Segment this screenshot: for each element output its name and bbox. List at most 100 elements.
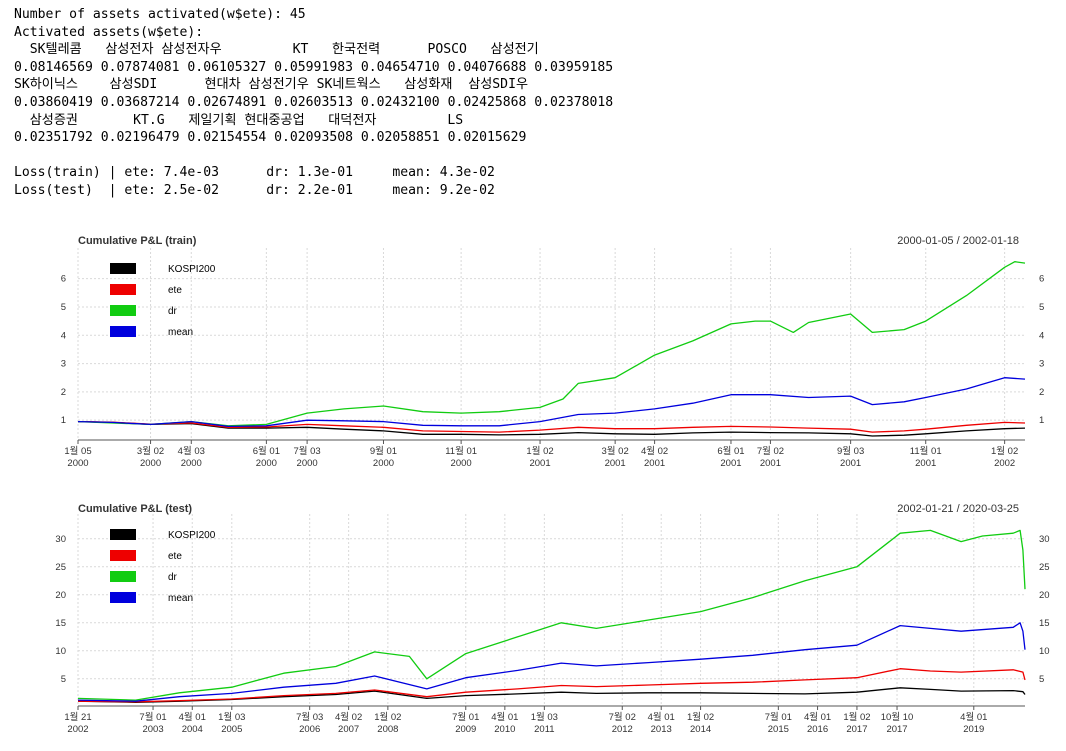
console-line xyxy=(14,147,613,165)
y-tick-label-right: 20 xyxy=(1039,590,1050,601)
x-tick-label-year: 2003 xyxy=(142,724,163,735)
console-line: 0.02351792 0.02196479 0.02154554 0.02093… xyxy=(14,130,527,146)
legend-swatch-mean xyxy=(110,592,136,603)
x-tick-label-date: 1월 02 xyxy=(526,445,553,457)
chart-title: Cumulative P&L (test) xyxy=(78,503,192,515)
x-tick-label-date: 4월 01 xyxy=(648,711,675,723)
x-tick-label-date: 7월 01 xyxy=(765,711,792,723)
y-tick-label-left: 5 xyxy=(61,674,66,685)
y-tick-label-left: 3 xyxy=(61,359,66,370)
series-line-mean xyxy=(77,622,1026,702)
y-tick-label-left: 4 xyxy=(61,330,66,341)
x-tick-label-date: 11월 01 xyxy=(445,445,477,457)
y-tick-label-left: 15 xyxy=(55,618,66,629)
y-tick-label-right: 2 xyxy=(1039,387,1044,398)
legend: KOSPI200 ete dr mean xyxy=(110,529,216,604)
x-tick-label-year: 2000 xyxy=(181,458,202,469)
x-tick-label-year: 2011 xyxy=(534,724,554,735)
y-tick-label-right: 5 xyxy=(1039,302,1044,313)
legend-label: mean xyxy=(168,593,193,604)
x-tick-label-year: 2016 xyxy=(807,724,828,735)
y-tick-label-left: 25 xyxy=(55,562,66,573)
x-tick-label-date: 1월 02 xyxy=(687,711,714,723)
x-tick-label-year: 2015 xyxy=(768,724,789,735)
x-tick-label-year: 2004 xyxy=(182,724,203,735)
x-tick-label-date: 1월 03 xyxy=(218,711,245,723)
x-tick-label-year: 2000 xyxy=(256,458,277,469)
y-tick-label-right: 1 xyxy=(1039,415,1044,426)
x-tick-label-year: 2001 xyxy=(605,458,626,469)
x-tick-label-year: 2000 xyxy=(67,458,88,469)
x-tick-label-year: 2014 xyxy=(690,724,711,735)
y-tick-label-right: 10 xyxy=(1039,646,1050,657)
series-line-mean xyxy=(77,377,1026,428)
y-tick-label-right: 6 xyxy=(1039,274,1044,285)
y-tick-label-left: 6 xyxy=(61,274,66,285)
console-line: 0.03860419 0.03687214 0.02674891 0.02603… xyxy=(14,94,614,110)
series-line-dr xyxy=(77,529,1026,701)
console-line: Loss(train) | ete: 7.4e-03 dr: 1.3e-01 m… xyxy=(14,165,495,181)
x-tick-label-date: 11월 01 xyxy=(910,445,942,457)
date-range: 2002-01-21 / 2020-03-25 xyxy=(897,503,1019,515)
x-tick-label-year: 2017 xyxy=(886,724,907,735)
x-tick-label-date: 9월 03 xyxy=(837,445,864,457)
console-line: Number of assets activated(w$ete): 45 xyxy=(14,7,306,22)
legend-label: ete xyxy=(168,551,182,562)
x-tick-label-date: 7월 03 xyxy=(293,445,320,457)
y-tick-label-left: 1 xyxy=(61,415,66,426)
x-tick-label-year: 2013 xyxy=(651,724,672,735)
y-tick-label-right: 25 xyxy=(1039,562,1050,573)
x-tick-label-date: 7월 03 xyxy=(296,711,323,723)
x-tick-label-date: 4월 02 xyxy=(641,445,668,457)
x-tick-label-date: 4월 01 xyxy=(804,711,831,723)
x-tick-label-year: 2000 xyxy=(297,458,318,469)
x-tick-label-year: 2012 xyxy=(612,724,633,735)
series-line-kospi200 xyxy=(77,420,1026,437)
x-tick-label-date: 3월 02 xyxy=(137,445,164,457)
x-tick-label-date: 4월 02 xyxy=(335,711,362,723)
x-tick-label-year: 2007 xyxy=(338,724,359,735)
legend-label: KOSPI200 xyxy=(168,264,216,275)
x-tick-label-date: 10월 10 xyxy=(881,711,914,723)
legend-swatch-dr xyxy=(110,305,136,316)
x-tick-label-year: 2000 xyxy=(451,458,472,469)
y-tick-label-left: 2 xyxy=(61,387,66,398)
x-tick-label-year: 2001 xyxy=(915,458,936,469)
chart-test: Cumulative P&L (test) 2002-01-21 / 2020-0… xyxy=(55,503,1050,735)
x-tick-label-year: 2001 xyxy=(644,458,665,469)
console-line: SK텔레콤 삼성전자 삼성전자우 KT 한국전력 POSCO 삼성전기 xyxy=(14,42,539,58)
x-tick-label-year: 2008 xyxy=(377,724,398,735)
x-tick-label-year: 2001 xyxy=(760,458,781,469)
x-tick-label-date: 3월 02 xyxy=(602,445,629,457)
x-tick-label-year: 2005 xyxy=(221,724,242,735)
legend-swatch-ete xyxy=(110,284,136,295)
x-tick-label-year: 2010 xyxy=(494,724,515,735)
legend-swatch-ete xyxy=(110,550,136,561)
x-tick-label-date: 1월 02 xyxy=(991,445,1018,457)
x-tick-label-year: 2001 xyxy=(529,458,550,469)
x-tick-label-year: 2001 xyxy=(840,458,861,469)
y-tick-label-right: 4 xyxy=(1039,330,1044,341)
y-tick-label-right: 30 xyxy=(1039,534,1050,545)
legend-swatch-dr xyxy=(110,571,136,582)
x-tick-label-date: 7월 02 xyxy=(609,711,636,723)
x-tick-label-year: 2006 xyxy=(299,724,320,735)
date-range: 2000-01-05 / 2002-01-18 xyxy=(897,235,1019,247)
x-tick-label-date: 4월 03 xyxy=(178,445,205,457)
x-tick-label-year: 2001 xyxy=(720,458,741,469)
x-tick-label-date: 6월 01 xyxy=(253,445,280,457)
legend-swatch-mean xyxy=(110,326,136,337)
series-line-kospi200 xyxy=(77,687,1026,703)
x-tick-label-date: 4월 01 xyxy=(491,711,518,723)
y-tick-label-left: 30 xyxy=(55,534,66,545)
x-tick-label-year: 2002 xyxy=(994,458,1015,469)
x-tick-label-date: 7월 01 xyxy=(452,711,479,723)
console-line: 0.08146569 0.07874081 0.06105327 0.05991… xyxy=(14,59,614,75)
console-line: Loss(test) | ete: 2.5e-02 dr: 2.2e-01 me… xyxy=(14,182,495,198)
y-tick-label-right: 5 xyxy=(1039,674,1044,685)
y-tick-label-right: 3 xyxy=(1039,359,1044,370)
x-tick-label-date: 7월 02 xyxy=(757,445,784,457)
x-tick-label-date: 6월 01 xyxy=(717,445,744,457)
x-tick-label-year: 2000 xyxy=(373,458,394,469)
y-tick-label-right: 15 xyxy=(1039,618,1050,629)
